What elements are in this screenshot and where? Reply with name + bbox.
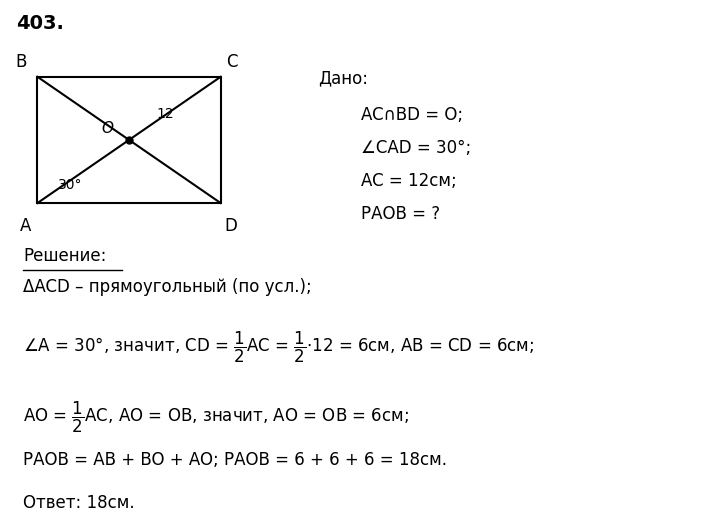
Text: B: B <box>15 53 27 71</box>
Text: AC∩BD = O;: AC∩BD = O; <box>361 106 463 124</box>
Text: ΔACD – прямоугольный (по усл.);: ΔACD – прямоугольный (по усл.); <box>23 279 312 296</box>
Text: AO = $\dfrac{1}{2}$AC, AO = OB, значит, AO = OB = 6см;: AO = $\dfrac{1}{2}$AC, AO = OB, значит, … <box>23 400 409 435</box>
Text: O: O <box>101 121 113 136</box>
Text: Решение:: Решение: <box>23 247 106 265</box>
Text: ∠CAD = 30°;: ∠CAD = 30°; <box>361 139 471 157</box>
Text: AC = 12см;: AC = 12см; <box>361 172 457 190</box>
Text: C: C <box>227 53 238 71</box>
Text: $\angle$A = 30°, значит, CD = $\dfrac{1}{2}$AC = $\dfrac{1}{2}$$\cdot$12 = 6см, : $\angle$A = 30°, значит, CD = $\dfrac{1}… <box>23 330 534 365</box>
Text: Дано:: Дано: <box>318 70 367 88</box>
Text: PАОВ = ?: PАОВ = ? <box>361 205 440 223</box>
Text: 30°: 30° <box>58 178 82 193</box>
Text: Ответ: 18см.: Ответ: 18см. <box>23 494 134 512</box>
Text: 403.: 403. <box>16 13 64 33</box>
Text: 12: 12 <box>157 108 174 121</box>
Text: D: D <box>225 217 238 234</box>
Text: PАОВ = AB + BO + AO; PАОВ = 6 + 6 + 6 = 18см.: PАОВ = AB + BO + AO; PАОВ = 6 + 6 + 6 = … <box>23 451 447 469</box>
Text: A: A <box>20 217 32 234</box>
